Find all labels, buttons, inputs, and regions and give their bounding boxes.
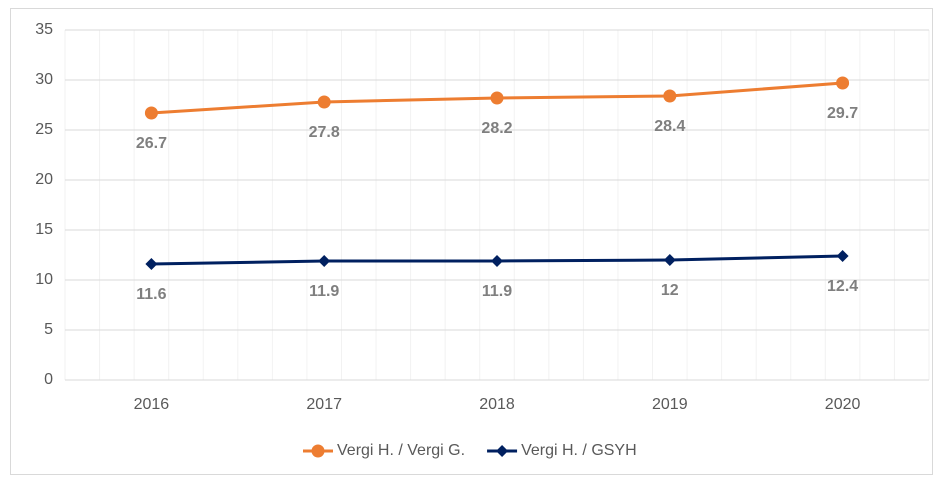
data-label: 28.4 bbox=[654, 118, 685, 135]
data-point bbox=[491, 255, 503, 267]
data-point bbox=[145, 258, 158, 270]
y-tick-label: 30 bbox=[35, 71, 53, 88]
x-tick-label: 2016 bbox=[134, 396, 170, 413]
data-label: 28.2 bbox=[481, 120, 512, 137]
y-tick-label: 0 bbox=[44, 371, 53, 388]
legend: Vergi H. / Vergi G. Vergi H. / GSYH bbox=[303, 442, 637, 459]
data-label: 29.7 bbox=[827, 105, 858, 122]
y-tick-label: 25 bbox=[35, 121, 53, 138]
data-point bbox=[836, 76, 850, 90]
y-tick-label: 35 bbox=[35, 21, 53, 38]
data-label: 11.9 bbox=[482, 283, 512, 300]
legend-label: Vergi H. / Vergi G. bbox=[337, 442, 465, 459]
data-label: 12.4 bbox=[827, 278, 858, 295]
legend-marker bbox=[311, 444, 325, 458]
data-point bbox=[663, 254, 676, 266]
x-tick-label: 2019 bbox=[652, 396, 688, 413]
x-tick-label: 2020 bbox=[825, 396, 861, 413]
x-tick-label: 2017 bbox=[306, 396, 342, 413]
data-label: 11.6 bbox=[136, 286, 166, 303]
y-tick-label: 5 bbox=[44, 321, 53, 338]
data-point bbox=[318, 255, 331, 267]
data-label: 27.8 bbox=[309, 124, 340, 141]
data-point bbox=[490, 91, 504, 105]
chart-frame bbox=[10, 8, 933, 475]
y-tick-label: 20 bbox=[35, 171, 53, 188]
legend-label: Vergi H. / GSYH bbox=[521, 442, 637, 459]
x-tick-label: 2018 bbox=[479, 396, 515, 413]
data-label: 11.9 bbox=[309, 283, 339, 300]
data-point bbox=[317, 95, 331, 109]
data-label: 12 bbox=[661, 282, 679, 299]
data-point bbox=[663, 89, 677, 103]
data-label: 26.7 bbox=[136, 135, 167, 152]
data-point bbox=[836, 250, 849, 262]
y-tick-label: 10 bbox=[35, 271, 53, 288]
y-tick-label: 15 bbox=[35, 221, 53, 238]
data-point bbox=[144, 106, 158, 120]
legend-marker bbox=[496, 445, 509, 457]
